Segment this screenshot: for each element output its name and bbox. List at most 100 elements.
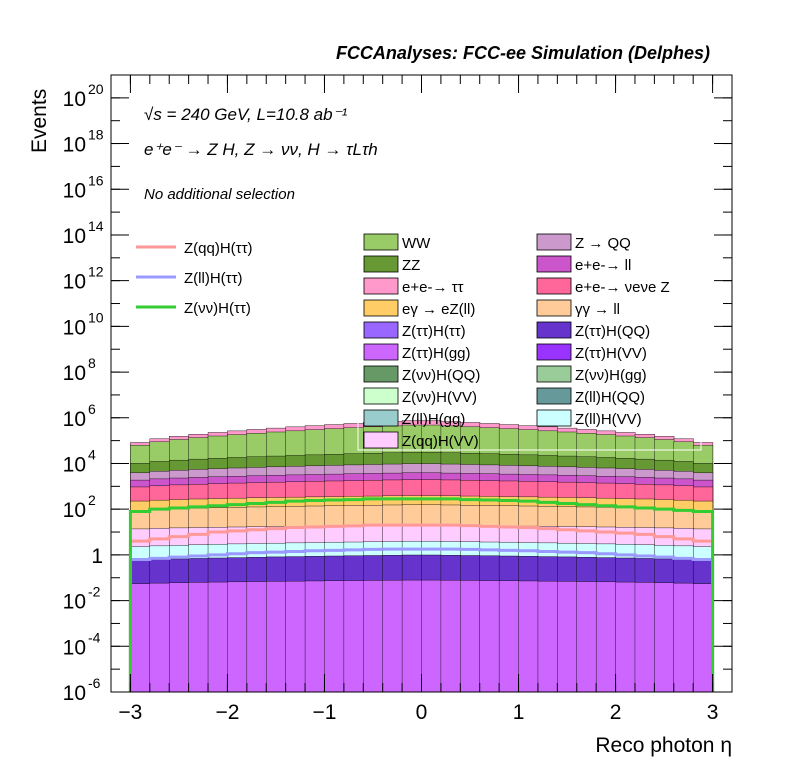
legend-box [357,227,702,451]
bar-z-h-gg--2 [169,582,190,693]
legend-entry-label: Z(qq)H(VV) [402,433,479,450]
y-tick-label: 10 [63,88,86,111]
energy-annotation: √s = 240 GeV, L=10.8 ab⁻¹ [144,105,348,124]
legend-entry-label: Z(ll)H(VV) [575,411,642,428]
legend-swatch [536,233,572,251]
y-tick-label: 10 [63,682,86,705]
legend-swatch [536,387,572,405]
chart-title: FCCAnalyses: FCC-ee Simulation (Delphes) [336,43,710,63]
y-tick-label: 10 [63,271,86,294]
legend-entry-label: Z(ll)H(gg) [402,411,465,428]
bar-z-h-gg--27 [654,582,675,693]
bar-z-h-gg--7 [266,581,287,693]
bar-z-h-gg--19 [498,580,520,693]
legend-entry-label: e+e-→ ll [575,257,631,274]
legend-entry-label: Z(ττ)H(VV) [575,345,647,362]
bar-z-h-gg--15 [421,579,442,693]
legend-swatch [363,321,399,339]
bar-z-h-gg--23 [576,581,597,693]
y-tick-exponent: 12 [88,264,104,280]
y-tick-exponent: 8 [88,355,96,371]
y-tick-exponent: 10 [88,309,104,325]
bar-z-h-gg--21 [537,580,558,693]
y-tick-label: 10 [63,408,86,431]
bar-z-h-gg--11 [343,580,364,693]
legend-swatch [536,299,572,317]
y-axis-label: Events [28,89,51,153]
legend-entry-label: ZZ [402,257,420,274]
legend-entry-label: Z(ττ)H(QQ) [575,323,650,340]
y-tick-label: 1 [91,545,103,568]
selection-annotation: No additional selection [144,186,295,203]
line-z-h- [128,497,715,692]
legend-swatch [363,299,399,317]
bar-z-h-gg--5 [227,581,248,693]
y-tick-exponent: 18 [88,127,104,143]
bar-z-h-gg--17 [460,580,481,693]
legend-entry-label: Z(νν)H(VV) [402,389,477,406]
x-tick-label: −2 [215,701,239,724]
bar-z-h-gg--29 [692,583,714,693]
legend-entry-label: Z(νν)H(ττ) [184,300,251,317]
legend-entry-label: Z → QQ [575,235,631,252]
y-tick-label: 10 [63,316,86,339]
legend-entry-label: e+e-→ ττ [402,279,464,296]
legend-swatch [536,321,572,339]
bar-z-h-gg--25 [615,581,636,693]
y-tick-label: 10 [63,453,86,476]
bar-z-h-gg--22 [557,581,578,693]
legend-entry-label: γγ → ll [575,301,620,318]
y-tick-exponent: -6 [88,675,101,691]
x-tick-label: −1 [312,701,336,724]
y-tick-label: 10 [63,499,86,522]
x-tick-label: 0 [416,701,428,724]
legend-swatch [536,277,572,295]
bar-z-h-gg--28 [673,582,694,693]
bar-z-h-gg--4 [207,581,228,693]
bar-z-h-gg--12 [363,580,384,693]
y-tick-exponent: 4 [88,446,96,462]
y-tick-label: 10 [63,362,86,385]
line-z-qq-h- [128,523,715,692]
bar-z-h-gg--16 [440,580,461,693]
y-tick-exponent: 6 [88,401,96,417]
legend: Z(qq)H(ττ) Z(ll)H(ττ) Z(νν)H(ττ) WW ZZ e+e-→ … [136,227,702,451]
bar-z-h-gg--1 [149,582,170,693]
bar-z-h-gg--0 [130,583,151,693]
x-tick-label: 3 [707,701,719,724]
y-tick-label: 10 [63,225,86,248]
x-tick-label: −3 [118,701,142,724]
bar-z-h-gg--24 [595,581,617,693]
bar-z-h-gg--18 [479,580,500,693]
legend-entry-label: eγ → eZ(ll) [402,301,475,318]
bar-z-h-gg--26 [634,582,655,693]
process-annotation: e⁺e⁻ → Z H, Z → νν, H → τLτh [144,140,378,159]
legend-entry-label: Z(ll)H(ττ) [184,270,243,287]
legend-entry-label: Z(qq)H(ττ) [184,240,253,257]
bar-z-h-gg--3 [188,582,209,693]
y-tick-exponent: -2 [88,584,101,600]
bar-z-h-gg--13 [382,580,403,693]
legend-entry-label: Z(ττ)H(ττ) [402,323,466,340]
legend-swatch [536,343,572,361]
legend-swatch [363,409,399,427]
bar-z-h-gg--9 [304,580,325,693]
y-tick-exponent: 2 [88,492,96,508]
line-z-ll-h- [128,547,715,692]
legend-entry-label: e+e-→ νeνe Z [575,279,670,296]
legend-swatch [363,255,399,273]
legend-swatch [536,409,572,427]
x-tick-label: 1 [513,701,525,724]
legend-entry-label: Z(ττ)H(gg) [402,345,471,362]
legend-swatch [536,365,572,383]
y-tick-label: 10 [63,179,86,202]
stacked-bars [130,420,714,693]
bar-z-h-gg--14 [401,579,422,693]
legend-swatch [536,255,572,273]
bar-z-h-gg--10 [324,580,345,693]
signal-lines [128,497,715,692]
legend-swatch [363,431,399,449]
y-tick-label: 10 [63,591,86,614]
bar-z-h-gg--6 [246,581,267,693]
